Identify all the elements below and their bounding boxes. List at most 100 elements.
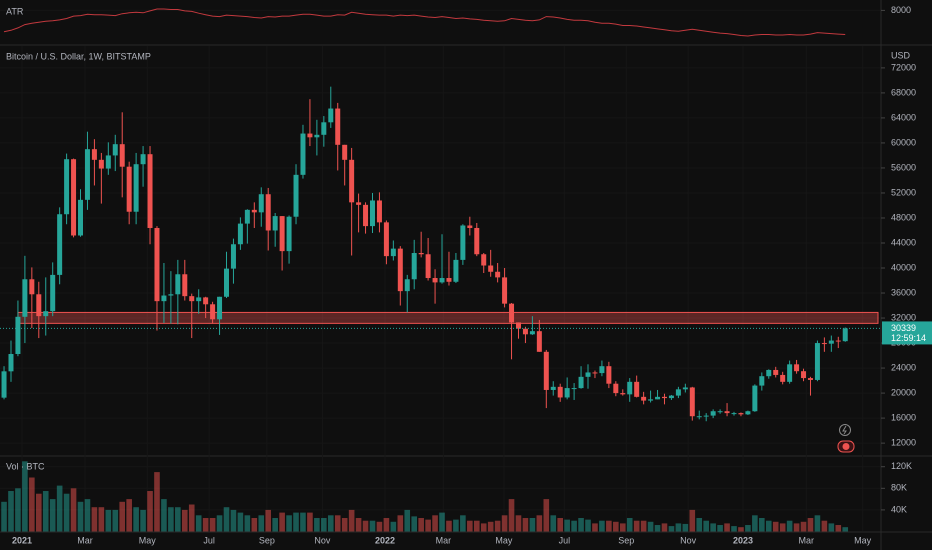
candle-body	[641, 396, 647, 401]
volume-bar	[835, 525, 842, 532]
candle-body	[522, 328, 528, 335]
candle-body	[50, 274, 56, 312]
candle-body	[203, 297, 209, 305]
volume-bar	[376, 521, 383, 532]
volume-bar	[77, 501, 84, 532]
volume-bar	[175, 507, 181, 532]
volume-bar	[98, 507, 105, 532]
candle-body	[224, 268, 230, 297]
volume-bar	[112, 509, 119, 532]
volume-bar	[640, 520, 647, 532]
y-axis-label: USD	[891, 50, 911, 60]
volume-bar	[501, 515, 508, 532]
candle-body	[112, 144, 118, 156]
candle-body	[780, 374, 786, 382]
volume-bar	[49, 499, 56, 532]
candle-body	[1, 371, 7, 398]
atr-title: ATR	[6, 6, 24, 16]
candle-body	[390, 248, 396, 257]
volume-bar	[307, 512, 313, 532]
y-tick-label: 120K	[891, 461, 912, 471]
y-tick-label: 48000	[891, 212, 916, 222]
candle-body	[286, 216, 292, 252]
x-tick-label: 2021	[12, 535, 32, 545]
volume-bar	[710, 523, 716, 532]
candle-body	[22, 279, 28, 317]
candle-body	[105, 155, 111, 169]
volume-bar	[786, 520, 793, 532]
volume-bar	[807, 518, 814, 532]
candle-body	[140, 154, 146, 165]
volume-bar	[56, 485, 63, 532]
volume-bar	[202, 518, 209, 532]
volume-bar	[536, 515, 543, 532]
volume-bar	[557, 518, 564, 532]
volume-bar	[689, 509, 696, 532]
candle-body	[272, 216, 278, 231]
indicator-icons	[837, 424, 855, 453]
volume-bar	[8, 491, 14, 532]
y-tick-label: 32000	[891, 312, 916, 322]
volume-bar	[216, 515, 223, 532]
candle-body	[133, 164, 139, 212]
volume-bar	[348, 509, 355, 532]
volume-bar	[223, 507, 230, 532]
volume-bar	[425, 519, 431, 532]
volume-bar	[842, 527, 849, 532]
x-tick-label: Mar	[799, 535, 815, 545]
candle-body	[119, 144, 125, 167]
candle-body	[349, 159, 355, 203]
candle-body	[293, 174, 299, 217]
candle-body	[467, 225, 473, 228]
volume-bar	[772, 521, 779, 532]
volume-bar	[731, 526, 737, 532]
volume-bar	[529, 518, 536, 532]
volume-bar	[585, 519, 591, 532]
volume-bar	[752, 515, 758, 532]
candle-body	[717, 411, 723, 413]
candle-body	[814, 343, 820, 380]
volume-bar	[168, 507, 174, 532]
volume-bar	[432, 515, 438, 532]
candle-body	[161, 295, 167, 302]
x-tick-label: Mar	[77, 535, 93, 545]
volume-bar	[251, 518, 258, 532]
volume-bar	[334, 515, 341, 532]
volume-bar	[821, 520, 828, 532]
candle-body	[578, 376, 584, 389]
y-tick-label: 80K	[891, 483, 907, 493]
candle-body	[446, 278, 452, 282]
volume-bar	[181, 509, 188, 532]
candle-body	[244, 209, 250, 224]
candle-body	[64, 159, 70, 215]
x-tick-label: Jul	[203, 535, 215, 545]
candle-body	[495, 271, 501, 278]
last-price-box	[882, 321, 932, 345]
volume-bar	[668, 526, 675, 532]
candle-body	[724, 411, 730, 414]
volume-bar	[759, 518, 765, 532]
candle-body	[251, 209, 257, 213]
volume-bar	[70, 488, 77, 532]
candle-body	[488, 265, 494, 272]
x-tick-label: May	[495, 535, 513, 545]
y-tick-label: 44000	[891, 237, 916, 247]
volume-bar	[633, 520, 640, 532]
candle-body	[43, 311, 49, 317]
volume-bar	[265, 509, 272, 532]
volume-bar	[209, 518, 216, 532]
candle-body	[731, 413, 737, 415]
candle-body	[342, 144, 348, 160]
y-tick-label: 56000	[891, 162, 916, 172]
volume-bar	[779, 523, 786, 532]
volume-bar	[341, 518, 348, 532]
x-tick-label: Mar	[436, 535, 452, 545]
chart-title: Bitcoin / U.S. Dollar, 1W, BITSTAMP	[6, 51, 151, 61]
volume-bar	[828, 523, 835, 532]
y-tick-label: 52000	[891, 187, 916, 197]
candle-body	[321, 122, 327, 135]
candle-body	[585, 372, 591, 377]
volume-bar	[647, 521, 654, 532]
candle-body	[682, 387, 688, 390]
